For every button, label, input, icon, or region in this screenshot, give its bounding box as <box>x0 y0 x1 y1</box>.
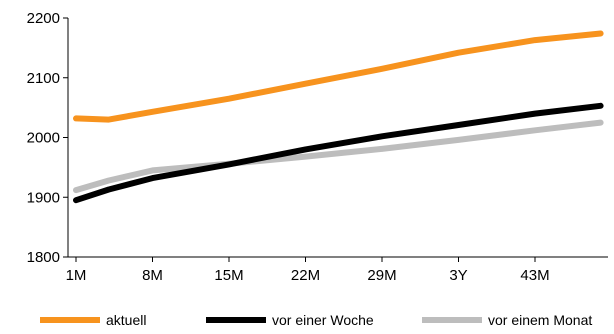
x-tick-label: 8M <box>142 267 163 284</box>
x-tick-label: 43M <box>520 267 549 284</box>
x-tick-label: 1M <box>66 267 87 284</box>
series-line-1 <box>73 102 604 204</box>
legend: aktuell vor einer Woche vor einem Monat <box>40 312 592 328</box>
y-tick-label: 2100 <box>27 70 60 87</box>
legend-label: vor einem Monat <box>488 312 592 328</box>
y-tick-label: 1900 <box>27 189 60 206</box>
x-tick-label: 22M <box>291 267 320 284</box>
y-axis-ticks: 1800 1900 2000 2100 2200 <box>27 10 68 266</box>
y-tick-label: 2000 <box>27 130 60 147</box>
series-lines <box>73 30 604 204</box>
series-line-0 <box>73 30 604 123</box>
x-axis-ticks: 1M 8M 15M 22M 29M 3Y 43M <box>66 257 550 284</box>
y-tick-label: 2200 <box>27 10 60 27</box>
chart-axes <box>67 18 608 258</box>
series-line-2 <box>73 119 604 194</box>
legend-label: aktuell <box>106 312 146 328</box>
x-tick-label: 3Y <box>449 267 467 284</box>
x-tick-label: 29M <box>367 267 396 284</box>
legend-label: vor einer Woche <box>272 312 374 328</box>
x-tick-label: 15M <box>214 267 243 284</box>
y-tick-label: 1800 <box>27 249 60 266</box>
